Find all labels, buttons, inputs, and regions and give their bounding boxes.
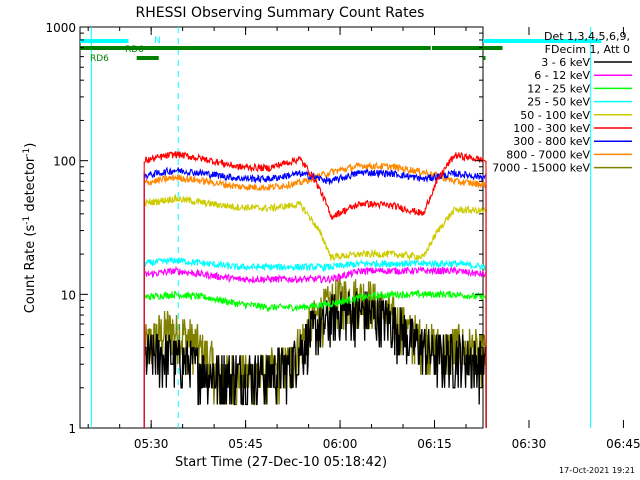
legend-header-line1: Det 1,3,4,5,6,9, — [544, 30, 630, 43]
bar-label-RD6-low: RD6 — [90, 54, 109, 64]
y-axis-label-sup2: -1 — [22, 148, 32, 157]
x-tick-label: 06:30 — [512, 437, 547, 451]
legend-label: 7000 - 15000 keV — [492, 162, 590, 175]
chart-title: RHESSI Observing Summary Count Rates — [136, 5, 425, 21]
y-tick-label: 10 — [61, 288, 76, 302]
plot-area: N RD6 RD6 — [79, 26, 624, 429]
x-tick-label: 06:00 — [323, 437, 358, 451]
legend-label: 25 - 50 keV — [527, 96, 590, 109]
x-axis-label: Start Time (27-Dec-10 05:18:42) — [175, 455, 387, 470]
x-tick-label: 05:30 — [134, 437, 169, 451]
plot-frame — [79, 26, 484, 429]
series-line-0 — [143, 291, 487, 429]
y-axis-label-end: ) — [23, 143, 38, 148]
bar-label-N: N — [154, 36, 161, 46]
legend-label: 3 - 6 keV — [541, 56, 590, 69]
y-tick-label: 1000 — [45, 21, 76, 35]
generation-timestamp: 17-Oct-2021 19:21 — [559, 466, 635, 475]
series-line-3 — [143, 257, 487, 429]
series-line-5 — [143, 151, 487, 429]
series-line-2 — [143, 289, 487, 429]
y-tick-label: 1 — [68, 422, 76, 436]
attenuator-bars — [80, 39, 602, 60]
series-line-1 — [143, 265, 487, 429]
x-tick-label: 06:15 — [417, 437, 452, 451]
legend-label: 12 - 25 keV — [527, 82, 590, 95]
y-axis-label-main: Count Rate (s — [23, 225, 38, 314]
legend-label: 6 - 12 keV — [534, 69, 590, 82]
x-tick-labels: 05:30 05:45 06:00 06:15 06:30 06:45 — [134, 437, 640, 451]
bar-label-RD6-top: RD6 — [125, 45, 144, 55]
series-line-4 — [143, 193, 487, 429]
y-tick-labels: 1 10 100 1000 — [45, 21, 76, 436]
legend: Det 1,3,4,5,6,9, FDecim 1, Att 0 3 - 6 k… — [492, 30, 632, 175]
y-tick-label: 100 — [53, 155, 76, 169]
legend-label: 50 - 100 keV — [520, 109, 590, 122]
series-line-6 — [143, 166, 487, 429]
series-lines — [143, 151, 487, 429]
legend-label: 800 - 7000 keV — [506, 148, 590, 161]
y-axis-label: Count Rate (s-1 detector-1) — [22, 143, 38, 314]
legend-header-line2: FDecim 1, Att 0 — [545, 43, 630, 56]
legend-label: 100 - 300 keV — [513, 122, 590, 135]
x-tick-label: 05:45 — [228, 437, 263, 451]
legend-label: 300 - 800 keV — [513, 135, 590, 148]
y-axis-label-sup1: -1 — [22, 216, 32, 225]
y-axis-label-mid: detector — [23, 156, 38, 216]
axis-ticks — [80, 26, 624, 429]
x-tick-label: 06:45 — [606, 437, 640, 451]
